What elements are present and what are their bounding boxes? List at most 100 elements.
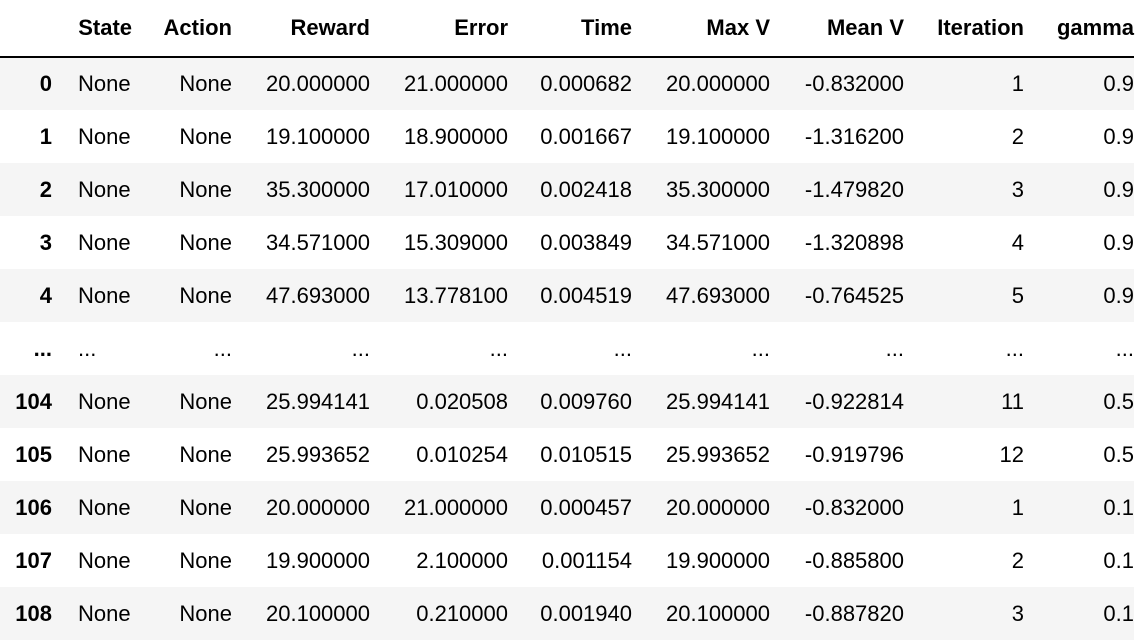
column-header-mean-v: Mean V: [770, 0, 904, 58]
column-header-max-v: Max V: [632, 0, 770, 58]
cell-gamma: 0.9: [1103, 123, 1134, 149]
cell-gamma: 0.1: [1103, 547, 1134, 573]
cell-mean-v: -0.832000: [804, 71, 904, 96]
column-header-error: Error: [370, 0, 508, 58]
cell-action: None: [179, 176, 232, 202]
column-header-index: [0, 0, 52, 58]
row-index: 108: [15, 600, 52, 626]
cell-time: 0.004519: [540, 282, 632, 308]
row-index: 3: [39, 229, 52, 255]
column-header-action: Action: [132, 0, 232, 58]
header-row: State Action Reward Error Time Max V Mean V Ite…: [0, 0, 1134, 58]
cell-error: 2.100000: [416, 547, 508, 573]
cell-reward: 34.571000: [266, 229, 370, 255]
table-row: 108 None None 20.100000 0.210000 0.001940 20.1…: [0, 587, 1134, 640]
cell-reward: 19.100000: [266, 123, 370, 149]
cell-mean-v: -1.320898: [804, 229, 904, 255]
cell-iteration: 3: [1011, 600, 1024, 626]
cell-action: None: [179, 229, 232, 255]
cell-iteration: 5: [1011, 282, 1024, 308]
cell-time: 0.003849: [540, 229, 632, 255]
cell-error: 0.020508: [416, 388, 508, 414]
column-header-time: Time: [508, 0, 632, 58]
cell-error: 17.010000: [404, 176, 508, 202]
row-index: 0: [39, 71, 52, 96]
cell-state: None: [78, 282, 131, 308]
cell-state: None: [78, 71, 131, 96]
column-header-reward: Reward: [232, 0, 370, 58]
cell-reward: 20.000000: [266, 71, 370, 96]
cell-action: None: [179, 123, 232, 149]
cell-gamma: 0.5: [1103, 441, 1134, 467]
cell-time: 0.000457: [540, 494, 632, 520]
table-body: 0 None None 20.000000 21.000000 0.000682 20.00…: [0, 57, 1134, 640]
cell-mean-v: -0.922814: [804, 388, 904, 414]
cell-state: ...: [78, 335, 97, 361]
table-row: 105 None None 25.993652 0.010254 0.010515 25.9…: [0, 428, 1134, 481]
cell-time: 0.001154: [541, 547, 632, 573]
cell-iteration: 1: [1011, 494, 1024, 520]
column-header-state: State: [52, 0, 132, 58]
cell-state: None: [78, 494, 131, 520]
row-index: 1: [39, 123, 52, 149]
cell-time: ...: [613, 335, 632, 361]
cell-error: 13.778100: [404, 282, 508, 308]
row-index: 106: [15, 494, 52, 520]
cell-state: None: [78, 176, 131, 202]
cell-time: 0.009760: [540, 388, 632, 414]
cell-error: ...: [489, 335, 508, 361]
cell-state: None: [78, 123, 131, 149]
cell-max-v: 20.100000: [666, 600, 770, 626]
row-index: 4: [39, 282, 52, 308]
cell-max-v: ...: [751, 335, 770, 361]
cell-state: None: [78, 388, 131, 414]
cell-mean-v: -1.479820: [804, 176, 904, 202]
cell-gamma: 0.5: [1103, 388, 1134, 414]
column-header-gamma: gamma: [1024, 0, 1134, 58]
cell-time: 0.010515: [540, 441, 632, 467]
table-header: State Action Reward Error Time Max V Mean V Ite…: [0, 0, 1134, 58]
cell-time: 0.001667: [540, 123, 632, 149]
row-index: 105: [15, 441, 52, 467]
row-index: 107: [15, 547, 52, 573]
cell-time: 0.001940: [540, 600, 632, 626]
cell-mean-v: -0.832000: [804, 494, 904, 520]
cell-gamma: 0.9: [1103, 71, 1134, 96]
cell-reward: 25.993652: [266, 441, 370, 467]
cell-gamma: 0.1: [1103, 600, 1134, 626]
cell-max-v: 20.000000: [666, 71, 770, 96]
cell-max-v: 25.993652: [666, 441, 770, 467]
cell-max-v: 34.571000: [666, 229, 770, 255]
cell-iteration: 1: [1011, 71, 1024, 96]
cell-max-v: 19.100000: [666, 123, 770, 149]
cell-action: None: [179, 71, 232, 96]
cell-reward: 20.000000: [266, 494, 370, 520]
cell-max-v: 20.000000: [666, 494, 770, 520]
cell-reward: 19.900000: [266, 547, 370, 573]
table-row: 4 None None 47.693000 13.778100 0.004519 47.69…: [0, 269, 1134, 322]
column-header-iteration: Iteration: [904, 0, 1024, 58]
cell-error: 0.010254: [416, 441, 508, 467]
cell-error: 0.210000: [416, 600, 508, 626]
cell-gamma: 0.1: [1103, 494, 1134, 520]
cell-mean-v: -0.887820: [804, 600, 904, 626]
cell-iteration: 11: [1001, 388, 1024, 414]
cell-action: None: [179, 494, 232, 520]
table-row: 106 None None 20.000000 21.000000 0.000457 20.…: [0, 481, 1134, 534]
cell-action: ...: [213, 335, 232, 361]
table-row: 0 None None 20.000000 21.000000 0.000682 20.00…: [0, 57, 1134, 110]
cell-reward: 25.994141: [266, 388, 370, 414]
cell-state: None: [78, 441, 131, 467]
table-row: 104 None None 25.994141 0.020508 0.009760 25.9…: [0, 375, 1134, 428]
cell-gamma: ...: [1115, 335, 1134, 361]
cell-gamma: 0.9: [1103, 176, 1134, 202]
cell-iteration: 2: [1011, 123, 1024, 149]
cell-max-v: 19.900000: [666, 547, 770, 573]
cell-state: None: [78, 229, 131, 255]
cell-state: None: [78, 547, 131, 573]
cell-reward: ...: [351, 335, 370, 361]
cell-error: 21.000000: [404, 494, 508, 520]
cell-iteration: ...: [1005, 335, 1024, 361]
cell-error: 21.000000: [404, 71, 508, 96]
